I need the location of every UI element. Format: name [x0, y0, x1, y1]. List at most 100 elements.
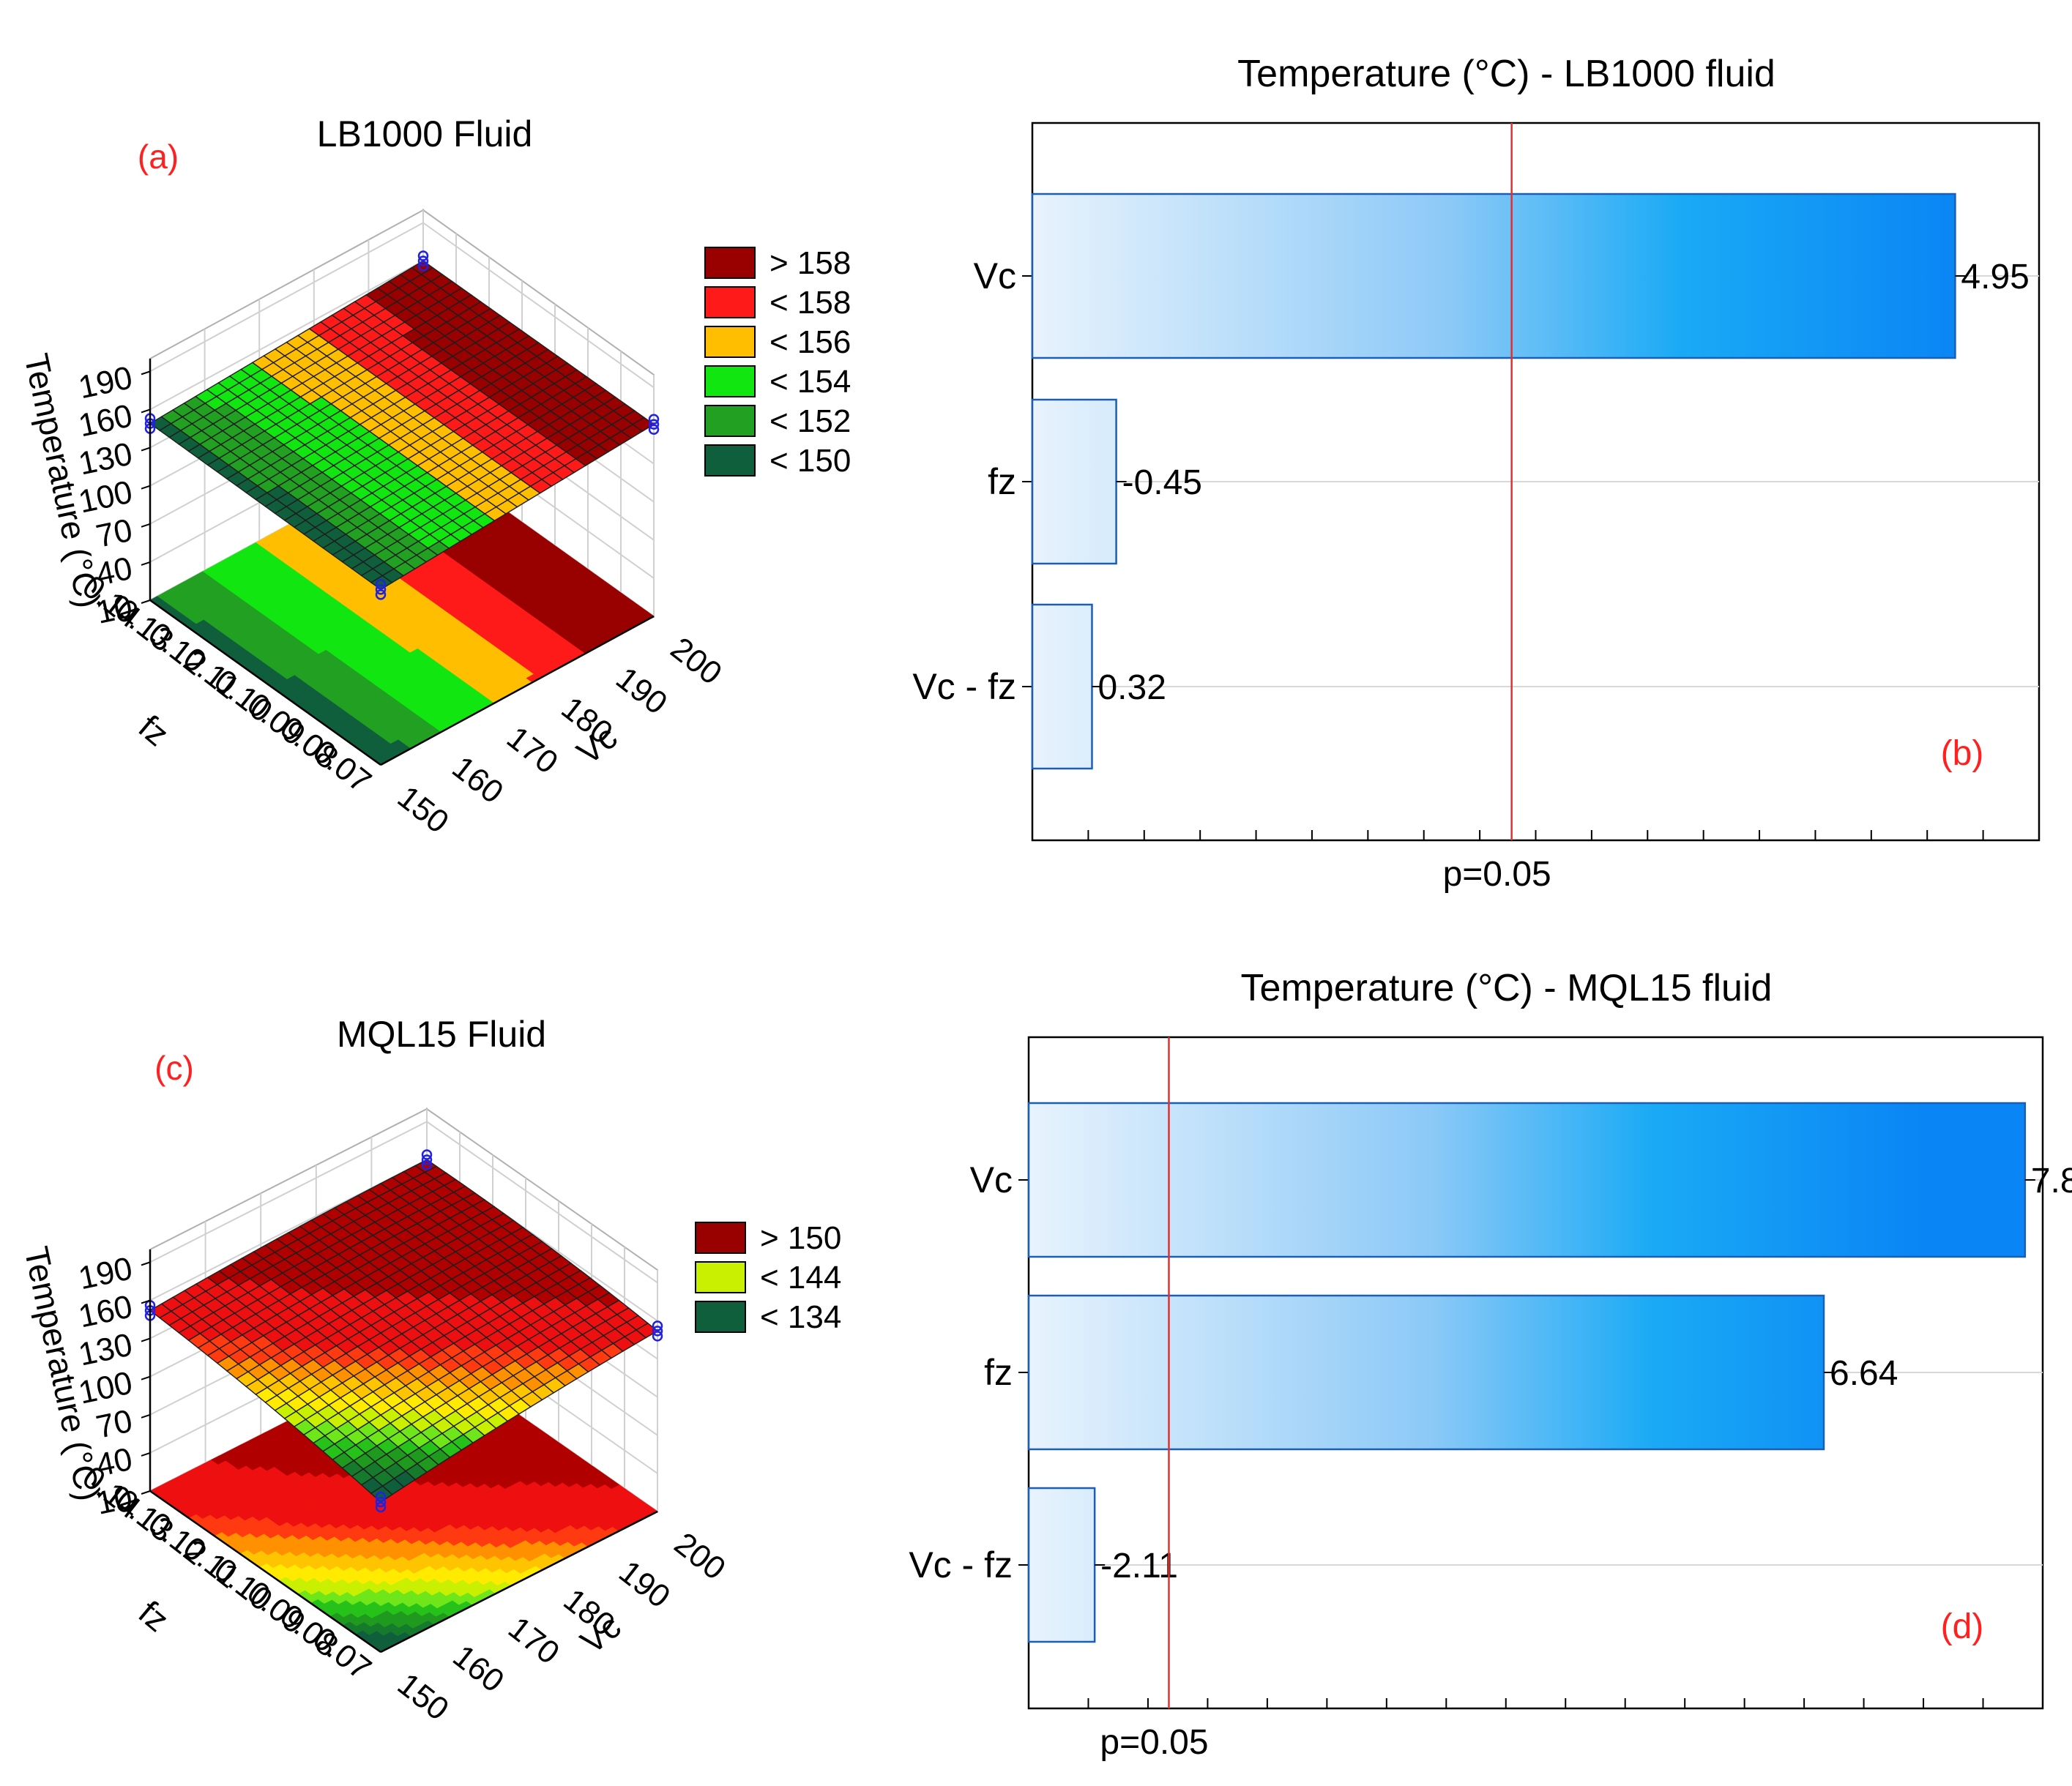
design-point-marker — [375, 1501, 387, 1513]
legend-swatch — [704, 326, 756, 358]
vc-tick-label: 190 — [612, 1554, 677, 1615]
legend-label: < 152 — [769, 403, 851, 439]
legend-label: > 150 — [760, 1220, 841, 1256]
design-point-marker — [375, 584, 387, 595]
z-tick — [141, 1413, 151, 1419]
design-point-marker — [421, 1149, 433, 1160]
value-label: 6.64 — [1830, 1354, 1898, 1393]
threshold-label: p=0.05 — [1100, 1723, 1208, 1762]
category-label: fz — [988, 461, 1016, 502]
legend-swatch — [704, 405, 756, 437]
fz-axis-line — [149, 599, 381, 766]
category-label: Vc — [970, 1159, 1013, 1200]
category-label: Vc - fz — [909, 1544, 1013, 1585]
z-tick — [141, 1299, 151, 1304]
design-point-marker — [648, 419, 660, 430]
legend-label: < 158 — [769, 285, 851, 321]
z-tick-label: 10 — [93, 589, 135, 631]
design-point-marker — [375, 1496, 387, 1508]
design-point-marker — [375, 1491, 387, 1503]
vc-tick-label: 150 — [391, 779, 455, 840]
design-point-marker — [652, 1320, 663, 1331]
legend-label: > 158 — [769, 245, 851, 281]
bar — [1031, 398, 1117, 565]
legend-swatch — [695, 1261, 746, 1293]
z-tick — [141, 1451, 151, 1457]
panel-label: (d) — [1941, 1607, 1984, 1646]
z-tick-label: 40 — [93, 550, 135, 593]
bar — [1027, 1102, 2027, 1258]
surface-chart-lb1000: 1901601301007040100.140.130.120.110.100.… — [17, 113, 851, 840]
bar — [1027, 1294, 1825, 1451]
fz-axis-line — [149, 1490, 381, 1654]
z-tick — [141, 370, 151, 375]
category-label: Vc — [974, 255, 1016, 296]
z-tick — [141, 1490, 151, 1495]
threshold-label: p=0.05 — [1443, 855, 1551, 894]
bar — [1031, 603, 1093, 770]
legend-swatch — [704, 286, 756, 318]
z-tick-label: 70 — [93, 1403, 135, 1446]
legend-label: < 134 — [760, 1299, 841, 1335]
z-tick-label: 10 — [93, 1479, 135, 1522]
design-point-marker — [417, 261, 429, 272]
vc-tick-label: 160 — [446, 1638, 510, 1700]
design-point-marker — [375, 589, 387, 600]
value-label: 4.95 — [1961, 258, 2029, 296]
design-point-marker — [417, 250, 429, 261]
z-tick — [141, 1261, 151, 1266]
legend-label: < 150 — [769, 443, 851, 479]
value-label: -2.11 — [1100, 1547, 1178, 1585]
design-point-marker — [648, 424, 660, 435]
fz-axis-title: fz — [132, 707, 176, 753]
pareto-chart-mql15: 7.89 Vc 6.64 fz -2.11 Vc - fz p=0.05 Temperatur… — [909, 967, 2072, 1762]
category-label: Vc - fz — [912, 666, 1016, 707]
vc-axis-line — [380, 615, 655, 766]
z-tick — [141, 561, 151, 566]
chart-title: Temperature (°C) - MQL15 fluid — [1241, 967, 1773, 1009]
panel-label: (b) — [1941, 734, 1984, 773]
category-label: fz — [984, 1352, 1013, 1393]
surface-chart-mql15: 1901601301007040100.140.130.120.110.100.… — [17, 1014, 841, 1727]
design-point-marker — [648, 414, 660, 425]
z-tick — [141, 1375, 151, 1380]
vc-tick-label: 150 — [391, 1666, 455, 1727]
legend-label: < 144 — [760, 1260, 841, 1296]
value-label: 7.89 — [2031, 1162, 2072, 1200]
bar — [1031, 193, 1956, 359]
legend-swatch — [695, 1301, 746, 1333]
value-label: -0.45 — [1122, 463, 1202, 502]
legend-swatch — [704, 247, 756, 279]
legend-label: < 154 — [769, 364, 851, 400]
vc-tick-label: 200 — [668, 1525, 732, 1587]
z-tick — [141, 599, 151, 604]
chart-title: LB1000 Fluid — [317, 113, 533, 154]
legend-swatch — [704, 365, 756, 397]
design-point-marker — [375, 579, 387, 590]
vc-tick-label: 170 — [500, 720, 564, 781]
chart-title: Temperature (°C) - LB1000 fluid — [1237, 53, 1775, 95]
vc-tick-label: 200 — [664, 630, 728, 692]
legend-swatch — [695, 1222, 746, 1254]
fz-axis-title: fz — [132, 1593, 176, 1639]
chart-title: MQL15 Fluid — [337, 1014, 546, 1055]
value-label: 0.32 — [1098, 668, 1166, 707]
panel-label: (c) — [154, 1049, 194, 1087]
z-tick — [141, 446, 151, 452]
design-point-marker — [421, 1159, 433, 1170]
design-point-marker — [417, 255, 429, 266]
vc-tick-label: 190 — [609, 660, 674, 722]
vc-tick-label: 160 — [445, 750, 510, 811]
z-tick — [141, 1337, 151, 1342]
bar — [1027, 1487, 1096, 1643]
design-point-marker — [652, 1326, 663, 1337]
z-tick — [141, 408, 151, 414]
pareto-chart-lb1000: 4.95 Vc -0.45 fz 0.32 Vc - fz p=0.05 Temperatur… — [912, 53, 2041, 894]
design-point-marker — [421, 1154, 433, 1165]
panel-label: (a) — [138, 138, 179, 176]
z-tick-label: 40 — [93, 1441, 135, 1484]
legend-label: < 156 — [769, 324, 851, 360]
vc-tick-label: 170 — [502, 1610, 566, 1671]
z-tick — [141, 523, 151, 528]
